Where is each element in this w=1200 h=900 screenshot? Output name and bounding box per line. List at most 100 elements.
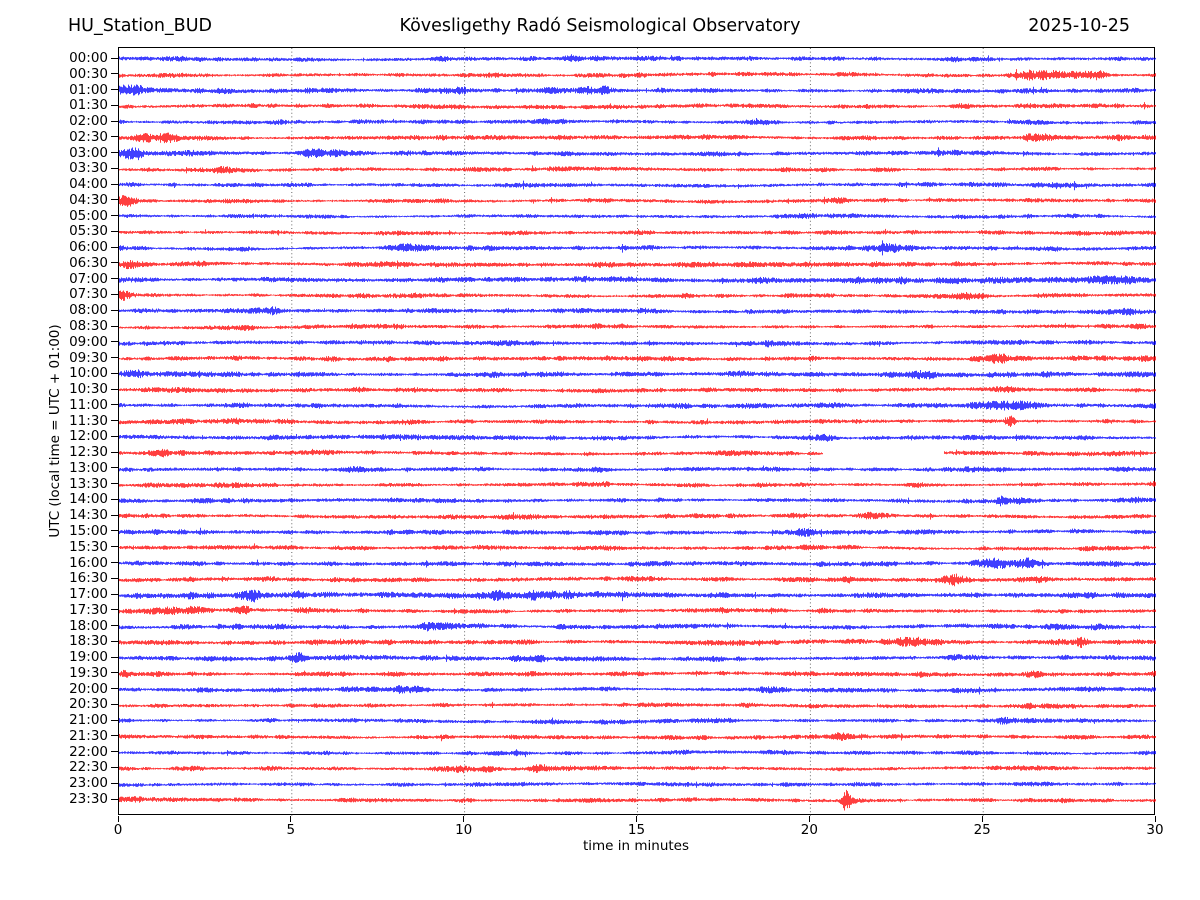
x-tick bbox=[463, 816, 465, 822]
y-tick bbox=[111, 325, 118, 327]
x-tick-label: 5 bbox=[286, 822, 296, 838]
x-tick bbox=[117, 816, 119, 822]
y-tick bbox=[111, 89, 118, 91]
y-tick-label: 07:30 bbox=[69, 286, 108, 303]
y-tick-label: 07:00 bbox=[69, 270, 108, 287]
y-tick bbox=[111, 766, 118, 768]
y-tick-label: 18:30 bbox=[69, 633, 108, 650]
y-tick bbox=[111, 230, 118, 232]
y-tick-label: 01:30 bbox=[69, 97, 108, 114]
y-tick-label: 13:30 bbox=[69, 475, 108, 492]
y-tick-label: 21:30 bbox=[69, 727, 108, 744]
y-tick bbox=[111, 199, 118, 201]
y-tick bbox=[111, 625, 118, 627]
y-tick-label: 22:30 bbox=[69, 759, 108, 776]
x-tick-label: 25 bbox=[973, 822, 991, 838]
y-tick-label: 14:00 bbox=[69, 491, 108, 508]
y-tick-label: 15:30 bbox=[69, 538, 108, 555]
y-tick bbox=[111, 435, 118, 437]
y-tick bbox=[111, 672, 118, 674]
y-tick-label: 12:30 bbox=[69, 444, 108, 461]
y-tick-label: 04:00 bbox=[69, 176, 108, 193]
y-tick-label: 17:30 bbox=[69, 601, 108, 618]
y-tick bbox=[111, 152, 118, 154]
y-tick bbox=[111, 688, 118, 690]
y-tick bbox=[111, 640, 118, 642]
y-tick bbox=[111, 167, 118, 169]
y-tick bbox=[111, 420, 118, 422]
y-tick-label: 09:30 bbox=[69, 349, 108, 366]
y-tick bbox=[111, 562, 118, 563]
y-tick-label: 05:30 bbox=[69, 223, 108, 240]
x-tick-label: 15 bbox=[627, 822, 646, 838]
y-tick bbox=[111, 498, 118, 500]
y-tick-label: 18:00 bbox=[69, 617, 108, 634]
date-title: 2025-10-25 bbox=[1028, 16, 1130, 36]
y-tick-label: 23:00 bbox=[69, 775, 108, 792]
x-tick bbox=[290, 816, 292, 822]
plot-area bbox=[118, 47, 1156, 816]
x-tick-label: 0 bbox=[113, 822, 123, 838]
x-tick bbox=[981, 816, 983, 822]
station-title: HU_Station_BUD bbox=[68, 16, 212, 36]
y-tick-label: 10:00 bbox=[69, 365, 108, 382]
y-tick-label: 16:00 bbox=[69, 554, 108, 571]
x-tick bbox=[1154, 816, 1156, 822]
y-tick-label: 22:00 bbox=[69, 743, 108, 760]
y-tick bbox=[111, 546, 118, 548]
y-tick-label: 08:00 bbox=[69, 302, 108, 319]
y-tick bbox=[111, 483, 118, 485]
y-tick-label: 14:30 bbox=[69, 507, 108, 524]
y-tick-label: 12:00 bbox=[69, 428, 108, 445]
y-tick-label: 16:30 bbox=[69, 570, 108, 587]
y-tick-label: 00:00 bbox=[69, 50, 108, 66]
y-tick-label: 06:00 bbox=[69, 239, 108, 256]
y-tick bbox=[111, 73, 118, 75]
y-tick-label: 04:30 bbox=[69, 191, 108, 208]
y-tick bbox=[111, 372, 118, 374]
y-tick-label: 09:00 bbox=[69, 333, 108, 350]
x-tick bbox=[808, 816, 810, 822]
y-tick bbox=[111, 467, 118, 469]
y-tick bbox=[111, 703, 118, 705]
x-tick-label: 10 bbox=[455, 822, 473, 838]
x-tick bbox=[636, 816, 637, 822]
x-axis-label: time in minutes bbox=[582, 838, 690, 854]
y-tick bbox=[111, 104, 118, 106]
y-tick-label: 00:30 bbox=[69, 65, 108, 82]
y-tick bbox=[111, 735, 118, 737]
y-tick bbox=[111, 183, 118, 185]
y-tick bbox=[111, 593, 118, 595]
y-tick bbox=[111, 341, 118, 343]
y-tick bbox=[111, 136, 118, 138]
y-tick-label: 03:30 bbox=[69, 160, 108, 177]
y-tick bbox=[111, 798, 118, 800]
y-tick-label: 20:00 bbox=[69, 680, 108, 697]
y-tick bbox=[111, 246, 118, 248]
y-tick bbox=[111, 215, 118, 217]
y-tick bbox=[111, 609, 118, 611]
y-tick bbox=[111, 262, 118, 264]
y-tick-label: 20:30 bbox=[69, 696, 108, 713]
y-tick bbox=[111, 293, 118, 295]
y-tick bbox=[111, 751, 118, 753]
y-tick-label: 11:00 bbox=[69, 396, 108, 413]
y-tick-label: 06:30 bbox=[69, 254, 108, 271]
y-tick bbox=[111, 530, 118, 532]
y-tick bbox=[111, 656, 118, 658]
y-tick-label: 19:00 bbox=[69, 649, 108, 666]
y-tick-label: 03:00 bbox=[69, 144, 108, 161]
y-tick-label: 08:30 bbox=[69, 318, 108, 335]
y-tick bbox=[111, 57, 118, 59]
y-tick bbox=[111, 404, 118, 406]
y-tick-label: 10:30 bbox=[69, 381, 108, 398]
y-tick bbox=[111, 309, 118, 311]
y-tick-label: 02:00 bbox=[69, 113, 108, 130]
y-tick bbox=[111, 451, 118, 453]
y-tick-label: 05:00 bbox=[69, 207, 108, 224]
y-tick-label: 21:00 bbox=[69, 712, 108, 729]
y-tick-label: 23:30 bbox=[69, 791, 108, 807]
y-tick bbox=[111, 782, 118, 784]
seismogram-traces-canvas bbox=[119, 48, 1156, 816]
